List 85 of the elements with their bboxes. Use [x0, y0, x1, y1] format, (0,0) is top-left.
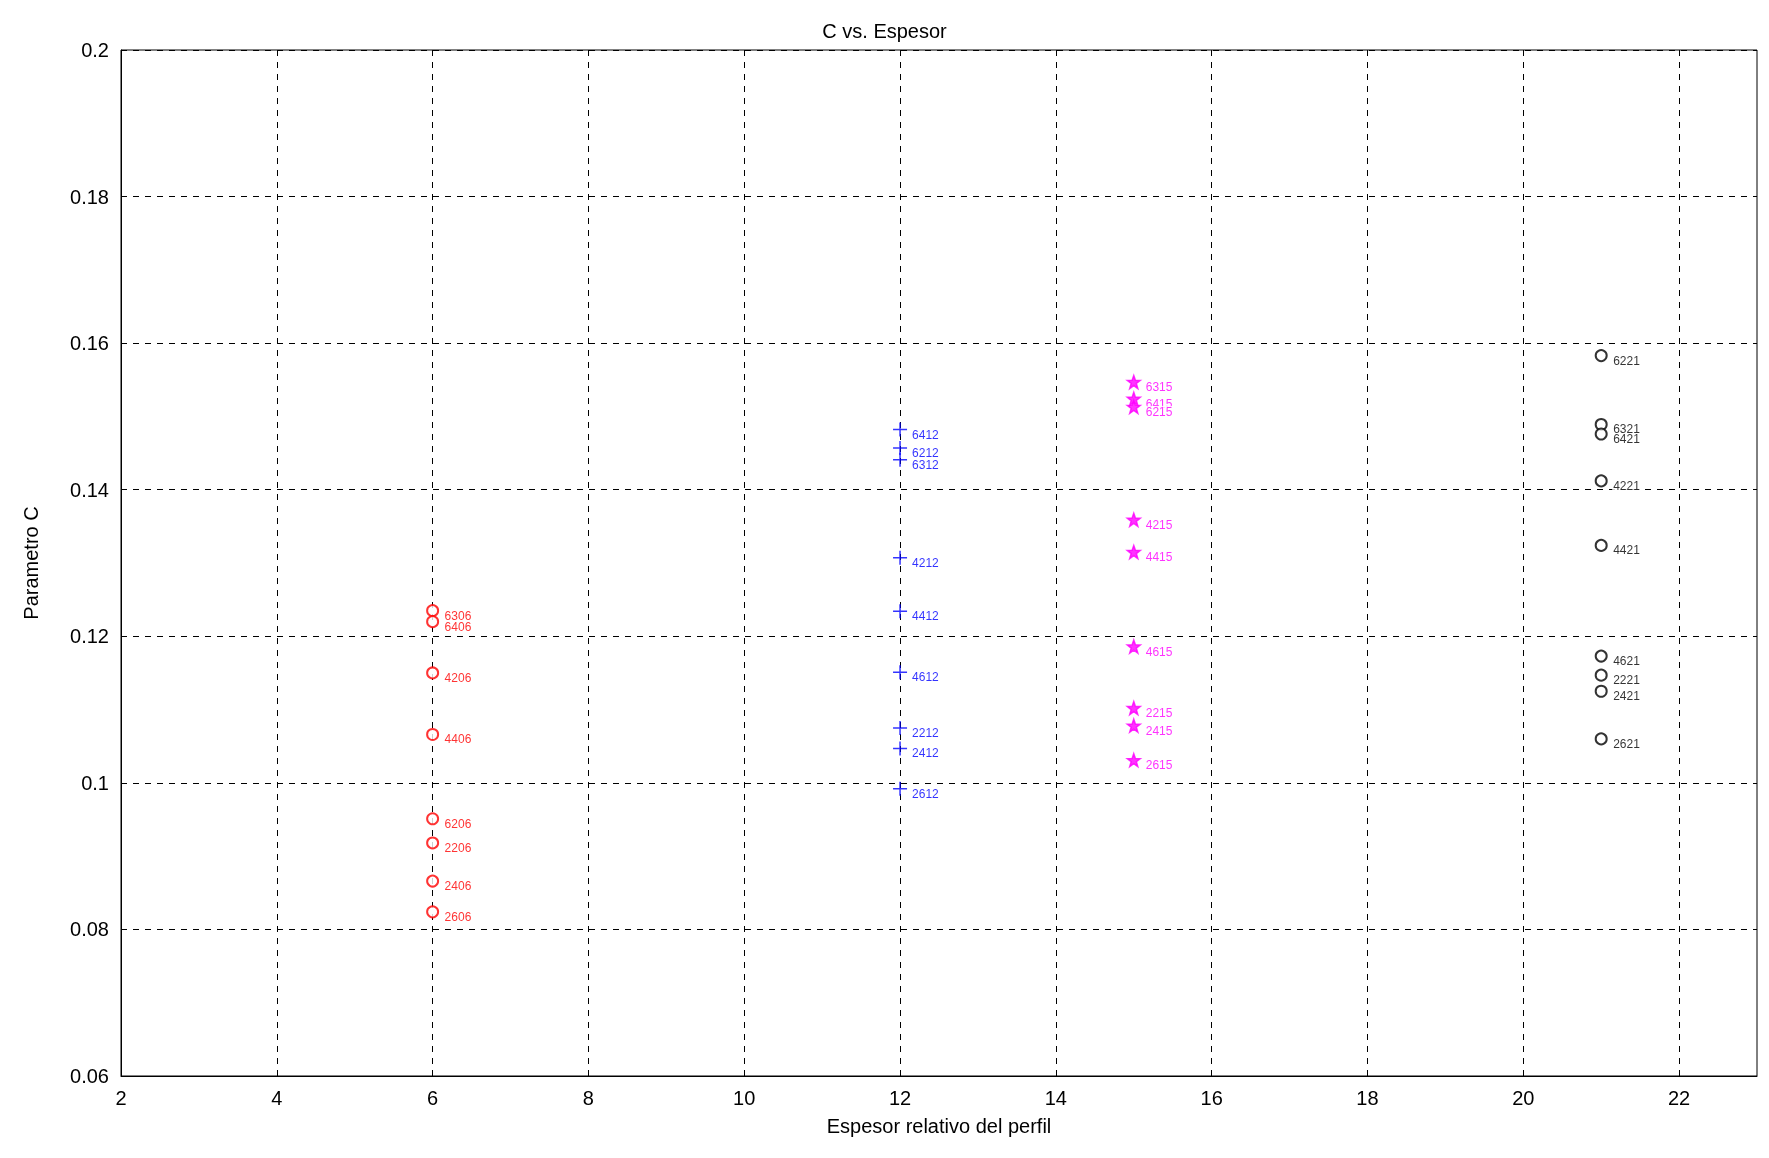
annotation: 2421	[1613, 689, 1641, 704]
annotation: 4221	[1613, 478, 1641, 493]
x-tick-label: 8	[582, 1087, 594, 1109]
point	[892, 664, 908, 680]
annotation: 4415	[1145, 550, 1173, 565]
annotation: 6412	[912, 427, 940, 442]
x-tick-label: 16	[1200, 1087, 1223, 1109]
annotation: 2221	[1613, 673, 1641, 688]
x-tick-label: 14	[1044, 1087, 1067, 1109]
point	[426, 727, 440, 741]
point	[1126, 752, 1142, 768]
annotation: 2212	[912, 725, 940, 740]
point	[892, 440, 908, 456]
y-axis-title: Parametro C	[20, 506, 42, 620]
point	[1126, 399, 1142, 415]
point	[1126, 544, 1142, 560]
annotation: 6312	[912, 457, 940, 472]
point	[892, 421, 908, 438]
annotation: 2415	[1145, 723, 1173, 738]
annotation: 2206	[444, 840, 472, 855]
x-tick-label: 4	[271, 1087, 283, 1109]
y-tick-label: 0.06	[70, 1065, 109, 1087]
annotation: 2606	[444, 909, 472, 924]
y-tick-label: 0.2	[81, 39, 109, 61]
y-tick-label: 0.18	[70, 185, 109, 208]
chart-title: C vs. Espesor	[822, 20, 948, 42]
y-tick-label: 0.14	[70, 478, 109, 501]
point	[1126, 700, 1142, 716]
point	[892, 550, 908, 566]
x-tick-label: 20	[1512, 1087, 1535, 1109]
annotation: 2612	[912, 786, 940, 801]
point	[426, 604, 440, 618]
point	[1126, 512, 1142, 528]
annotation: 2621	[1613, 736, 1641, 751]
x-tick-label: 18	[1356, 1087, 1379, 1109]
point	[426, 836, 440, 850]
point	[892, 780, 908, 797]
point	[426, 812, 440, 826]
annotation: 4406	[444, 732, 472, 747]
annotation: 2615	[1145, 758, 1173, 773]
annotation: 2406	[444, 879, 472, 894]
annotation: 6212	[912, 445, 940, 460]
annotation: 2215	[1145, 706, 1173, 721]
y-tick-label: 0.12	[70, 625, 109, 648]
annotation: 4212	[912, 555, 940, 570]
point	[426, 666, 440, 680]
x-axis-title: Espesor relativo del perfil	[826, 1115, 1052, 1137]
point	[1594, 732, 1608, 746]
point	[426, 615, 440, 629]
y-tick-label: 0.08	[70, 918, 109, 941]
x-tick-label: 10	[733, 1087, 756, 1109]
point	[1594, 649, 1608, 663]
annotation: 4615	[1145, 644, 1173, 659]
point	[892, 603, 908, 620]
annotation: 6221	[1613, 353, 1641, 368]
x-tick-label: 2	[115, 1087, 127, 1109]
annotation: 4206	[444, 670, 472, 685]
point	[1594, 474, 1608, 488]
annotation: 4412	[912, 609, 940, 624]
point	[1594, 684, 1608, 698]
annotation: 6206	[444, 816, 472, 831]
annotation: 2412	[912, 746, 940, 761]
annotation: 6421	[1613, 432, 1641, 447]
point	[892, 451, 908, 468]
annotation: 6315	[1145, 379, 1173, 394]
x-tick-label: 12	[888, 1087, 912, 1109]
point	[1126, 639, 1142, 654]
point	[1126, 374, 1142, 390]
point	[426, 905, 440, 919]
point	[1594, 427, 1608, 441]
point	[892, 740, 908, 757]
x-tick-label: 22	[1667, 1087, 1691, 1109]
point	[1126, 718, 1142, 733]
y-tick-label: 0.16	[70, 332, 109, 355]
point	[1594, 538, 1608, 552]
annotation: 4612	[912, 670, 940, 685]
annotation: 4421	[1613, 543, 1641, 558]
point	[426, 874, 440, 888]
annotation: 4215	[1145, 517, 1173, 532]
y-tick-label: 0.1	[81, 771, 109, 794]
x-tick-label: 6	[427, 1087, 439, 1109]
point	[892, 720, 908, 736]
point	[1594, 349, 1608, 363]
point	[1594, 668, 1608, 682]
annotation: 4621	[1613, 654, 1641, 669]
